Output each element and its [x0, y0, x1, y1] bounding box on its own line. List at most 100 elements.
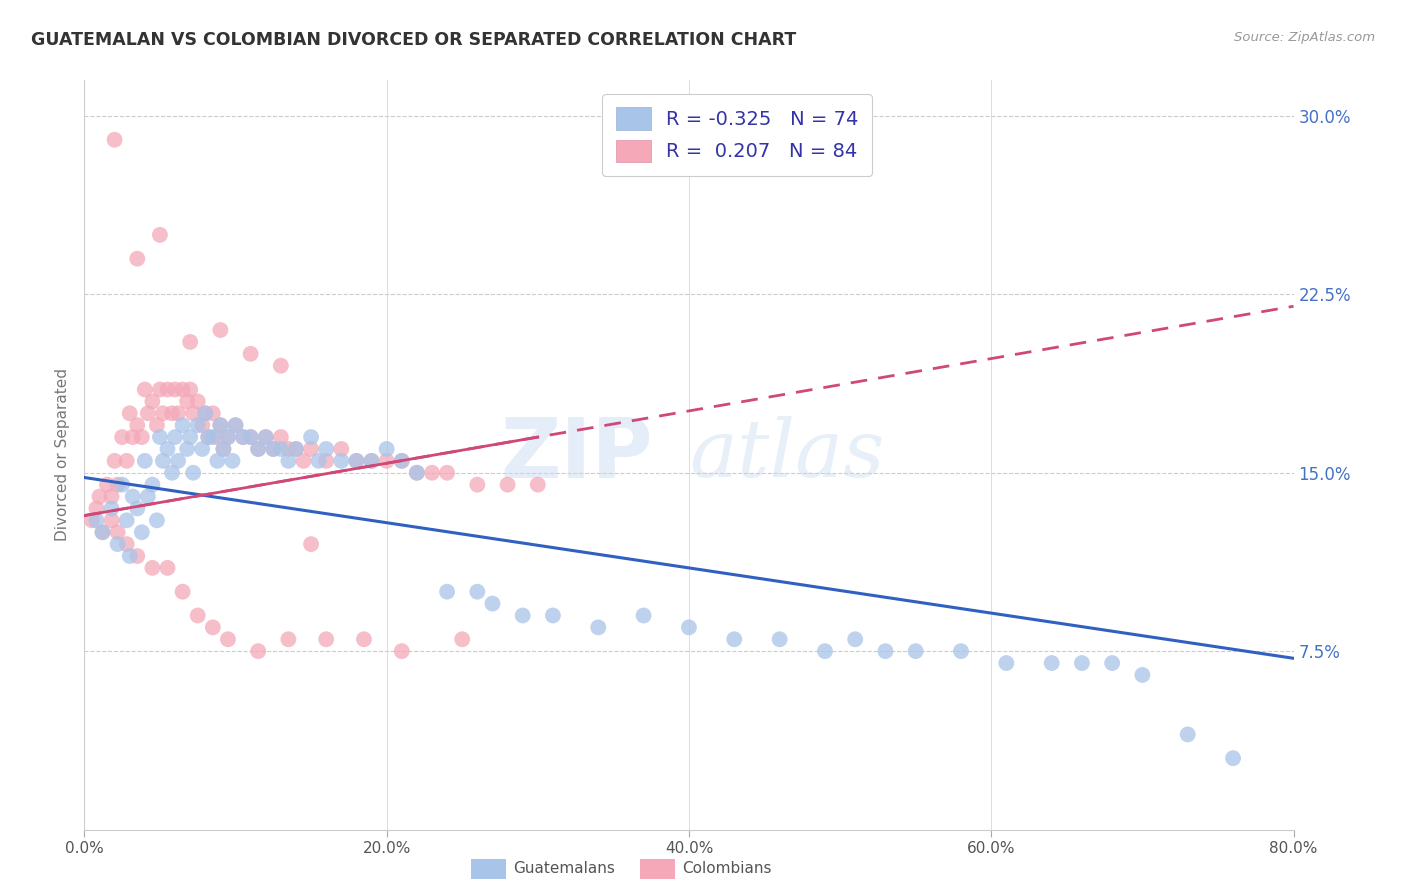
Point [141, 394, 163, 409]
Point [239, 430, 262, 444]
Point [406, 466, 429, 480]
Point [217, 430, 239, 444]
Point [134, 383, 156, 397]
Text: ZIP: ZIP [501, 415, 652, 495]
Point [360, 454, 382, 468]
Point [100, 513, 122, 527]
Point [723, 632, 745, 647]
Point [167, 406, 190, 420]
Point [315, 442, 337, 456]
Point [191, 418, 214, 433]
Point [346, 454, 368, 468]
Point [217, 430, 239, 444]
Point [308, 454, 330, 468]
Point [160, 406, 183, 420]
Point [172, 383, 194, 397]
Point [115, 513, 138, 527]
Point [107, 525, 129, 540]
Point [107, 477, 129, 491]
Point [239, 430, 262, 444]
Point [149, 430, 172, 444]
Point [165, 430, 187, 444]
Point [176, 394, 198, 409]
Point [118, 406, 141, 420]
Y-axis label: Divorced or Separated: Divorced or Separated [55, 368, 70, 541]
Point [391, 454, 413, 468]
Point [254, 430, 277, 444]
Point [201, 406, 224, 420]
Point [121, 430, 143, 444]
Point [179, 383, 201, 397]
Point [995, 656, 1018, 670]
Point [179, 430, 201, 444]
Text: GUATEMALAN VS COLOMBIAN DIVORCED OR SEPARATED CORRELATION CHART: GUATEMALAN VS COLOMBIAN DIVORCED OR SEPA… [31, 31, 796, 49]
Point [181, 466, 204, 480]
Point [950, 644, 973, 658]
Point [1177, 727, 1199, 741]
Point [299, 537, 322, 551]
Point [86, 501, 108, 516]
Point [156, 442, 179, 456]
Point [467, 584, 489, 599]
Point [496, 477, 519, 491]
Point [360, 454, 382, 468]
Point [111, 430, 134, 444]
Point [80, 513, 103, 527]
Point [375, 454, 398, 468]
Point [247, 442, 270, 456]
Point [904, 644, 927, 658]
Text: Colombians: Colombians [682, 862, 772, 876]
Point [167, 454, 190, 468]
Point [191, 442, 214, 456]
Point [165, 383, 187, 397]
Point [156, 383, 179, 397]
Point [588, 620, 610, 634]
Point [146, 513, 169, 527]
Point [207, 430, 229, 444]
Point [232, 430, 254, 444]
Point [353, 632, 375, 647]
Point [678, 620, 700, 634]
Point [118, 549, 141, 563]
Point [254, 430, 277, 444]
Point [194, 406, 217, 420]
Point [201, 620, 224, 634]
Point [156, 561, 179, 575]
Point [1130, 668, 1153, 682]
Point [89, 490, 111, 504]
Point [91, 525, 114, 540]
Point [436, 466, 458, 480]
Point [134, 454, 156, 468]
Point [299, 442, 322, 456]
Point [201, 430, 224, 444]
Point [111, 477, 134, 491]
Point [262, 442, 284, 456]
Point [217, 632, 239, 647]
Point [172, 584, 194, 599]
Point [104, 454, 127, 468]
Point [149, 227, 172, 242]
Text: Source: ZipAtlas.com: Source: ZipAtlas.com [1234, 31, 1375, 45]
Point [160, 466, 183, 480]
Point [187, 608, 209, 623]
Point [232, 430, 254, 444]
Point [209, 418, 232, 433]
Point [262, 442, 284, 456]
Point [391, 644, 413, 658]
Point [115, 454, 138, 468]
Point [207, 454, 229, 468]
Text: Guatemalans: Guatemalans [513, 862, 614, 876]
Text: atlas: atlas [689, 417, 884, 493]
Point [221, 454, 243, 468]
Point [141, 477, 163, 491]
Point [136, 490, 159, 504]
Legend: R = -0.325   N = 74, R =  0.207   N = 84: R = -0.325 N = 74, R = 0.207 N = 84 [602, 94, 872, 176]
Point [107, 537, 129, 551]
Point [375, 442, 398, 456]
Point [127, 252, 149, 266]
Point [391, 454, 413, 468]
Point [277, 454, 299, 468]
Point [225, 418, 247, 433]
Point [299, 430, 322, 444]
Point [1040, 656, 1063, 670]
